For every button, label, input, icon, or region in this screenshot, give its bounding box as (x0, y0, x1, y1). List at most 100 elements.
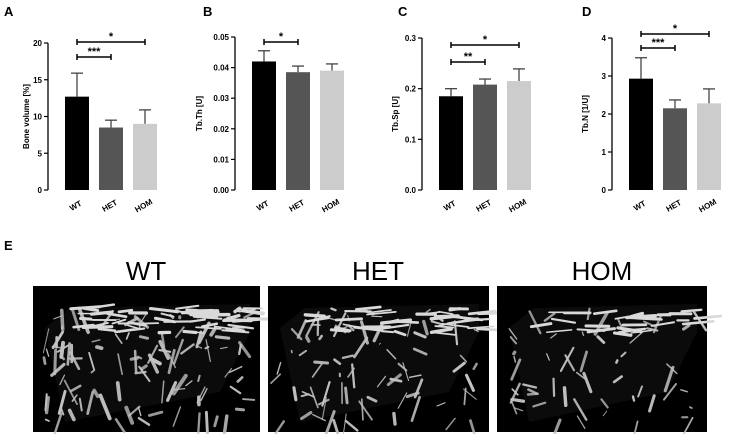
y-tick-label: 0.2 (405, 85, 417, 94)
category-label: WT (255, 199, 270, 213)
render-title: HET (352, 256, 404, 286)
y-tick-label: 4 (602, 34, 607, 43)
trabecula (692, 310, 708, 332)
trabecula (552, 418, 562, 434)
trabecula (195, 326, 222, 330)
trabecula (300, 411, 313, 421)
trabecula (434, 325, 455, 329)
trabecula (158, 339, 170, 360)
trabecula (312, 413, 326, 422)
trabecula (631, 395, 636, 402)
trabecula (125, 332, 130, 340)
trabecula (219, 346, 228, 350)
trabecula (82, 306, 100, 313)
trabecula (42, 356, 47, 365)
trabecula (66, 342, 71, 366)
trabecula (182, 329, 198, 335)
trabecula (342, 413, 347, 434)
trabecula (366, 311, 397, 316)
trabecula (69, 384, 82, 393)
trabecula (53, 412, 63, 434)
trabecula (78, 397, 83, 412)
trabecula (189, 313, 218, 319)
trabecula (397, 392, 408, 409)
bar-wt (65, 96, 89, 190)
trabecula (124, 405, 135, 425)
category-label: HET (288, 198, 306, 214)
trabecula (529, 322, 553, 329)
trabecula (650, 321, 676, 327)
trabecula (513, 355, 517, 363)
trabecula (332, 418, 340, 434)
significance-label: *** (88, 46, 102, 58)
trabecula (358, 400, 373, 421)
trabecula (434, 331, 457, 336)
trabecula (648, 394, 656, 413)
micro-ct-render (33, 286, 280, 434)
trabecula (562, 386, 568, 408)
trabecula (53, 315, 63, 320)
trabecula (546, 353, 550, 361)
trabecula (185, 380, 193, 387)
trabecula (309, 386, 319, 409)
trabecula (593, 309, 618, 316)
trabecula (56, 344, 70, 353)
trabecula (324, 410, 336, 434)
trabecula (445, 417, 456, 431)
trabecula (127, 324, 140, 330)
trabecula (509, 336, 518, 345)
trabecula (205, 339, 212, 363)
trabecula (344, 419, 359, 432)
trabecula (330, 307, 337, 312)
trabecula (137, 416, 151, 426)
trabecula (234, 407, 245, 412)
trabecula (656, 312, 683, 316)
trabecula (615, 359, 619, 364)
trabecula (57, 389, 67, 415)
trabecula (509, 382, 521, 404)
trabecula (171, 373, 188, 396)
y-tick-label: 0.0 (405, 186, 417, 195)
trabecula (559, 346, 575, 372)
trabecula (221, 329, 250, 334)
trabecula (89, 321, 109, 328)
bar-hom (320, 70, 344, 190)
category-label: HET (101, 198, 119, 214)
category-label: HOM (697, 197, 718, 214)
trabecula (63, 379, 78, 406)
significance-label: * (109, 31, 114, 43)
trabecula (311, 362, 323, 378)
y-tick-label: 0.03 (213, 94, 229, 103)
trabecula (510, 358, 522, 381)
bar-hom (507, 81, 531, 190)
trabecula (273, 420, 285, 434)
bar-wt (252, 61, 276, 191)
trabecula (425, 308, 431, 313)
trabecula (393, 329, 407, 337)
y-tick-label: 0 (38, 186, 43, 195)
trabecula (546, 329, 573, 334)
trabecula (522, 383, 538, 389)
trabecula (543, 312, 556, 322)
trabecula (452, 361, 466, 373)
trabecula (629, 311, 645, 319)
trabecula (410, 395, 421, 422)
bone-volume-outline (280, 304, 479, 422)
trabecula (334, 317, 364, 322)
trabecula (95, 345, 104, 351)
chart-panel-c: C0.00.10.20.3Tb.Sp [U]WT HET HOM*** (391, 4, 531, 214)
bar-het (473, 84, 497, 190)
trabecula (79, 316, 93, 321)
trabecula (633, 420, 639, 434)
trabecula (236, 376, 244, 383)
category-label: WT (632, 199, 647, 213)
trabecula (612, 375, 623, 384)
significance-label: * (673, 23, 678, 35)
category-label: HOM (507, 197, 528, 214)
y-tick-label: 5 (38, 149, 43, 158)
category-label: HET (665, 198, 683, 214)
trabecula (441, 322, 470, 328)
trabecula (276, 361, 282, 375)
trabecula (680, 308, 703, 313)
